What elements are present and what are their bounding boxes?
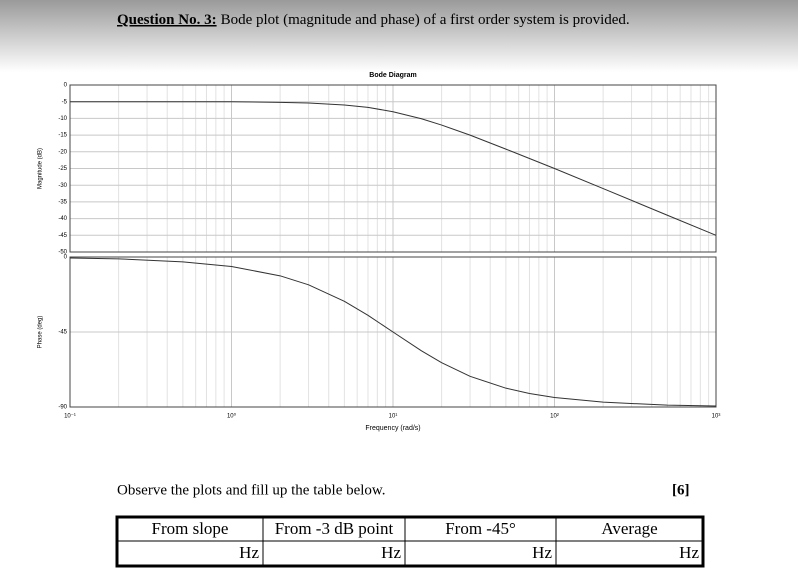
y-tick-label: -30 bbox=[58, 183, 67, 189]
question-number: Question No. 3: bbox=[117, 12, 217, 28]
axes-frame bbox=[69, 256, 717, 408]
y-tick-label: -20 bbox=[58, 149, 67, 155]
x-tick-label: 10³ bbox=[712, 414, 721, 420]
marks: [6] bbox=[672, 482, 690, 498]
x-tick-label: 10⁻¹ bbox=[64, 414, 76, 420]
y-axis-label: Magnitude (dB) bbox=[38, 148, 44, 189]
x-tick-label: 10¹ bbox=[389, 414, 398, 420]
table-header: From slope bbox=[152, 519, 229, 538]
y-tick-label: -10 bbox=[58, 116, 67, 122]
y-tick-label: -45 bbox=[58, 233, 67, 239]
y-tick-label: -5 bbox=[62, 99, 68, 105]
y-tick-label: -25 bbox=[58, 166, 67, 172]
y-axis-label: Phase (deg) bbox=[38, 316, 44, 349]
table-header: From -3 dB point bbox=[275, 519, 394, 538]
table-unit: Hz bbox=[679, 543, 699, 562]
axes-frame bbox=[69, 84, 717, 253]
answer-table: From slope From -3 dB point From -45° Avera… bbox=[115, 515, 705, 568]
instruction: Observe the plots and fill up the table … bbox=[117, 482, 386, 498]
y-tick-label: 0 bbox=[64, 255, 68, 261]
question: Question No. 3: Bode plot (magnitude and … bbox=[117, 12, 630, 28]
response-line bbox=[70, 101, 717, 236]
y-tick-label: 0 bbox=[64, 83, 68, 89]
x-tick-label: 10⁰ bbox=[227, 413, 237, 420]
header-band bbox=[0, 0, 798, 72]
y-tick-label: -40 bbox=[58, 216, 67, 222]
y-tick-label: -35 bbox=[58, 199, 67, 205]
response-line bbox=[69, 257, 717, 407]
chart-title: Bode Diagram bbox=[369, 72, 416, 79]
y-tick-label: -45 bbox=[58, 330, 67, 336]
x-axis-label: Frequency (rad/s) bbox=[365, 425, 420, 432]
table-header: Average bbox=[601, 519, 657, 538]
table-unit: Hz bbox=[239, 543, 259, 562]
y-tick-label: -15 bbox=[58, 133, 67, 139]
question-text: Bode plot (magnitude and phase) of a fir… bbox=[221, 12, 630, 28]
table-header: From -45° bbox=[445, 519, 516, 538]
y-tick-label: -50 bbox=[58, 250, 67, 256]
x-tick-label: 10² bbox=[550, 414, 559, 420]
y-tick-label: -90 bbox=[58, 405, 67, 411]
table-unit: Hz bbox=[532, 543, 552, 562]
table-unit: Hz bbox=[381, 543, 401, 562]
